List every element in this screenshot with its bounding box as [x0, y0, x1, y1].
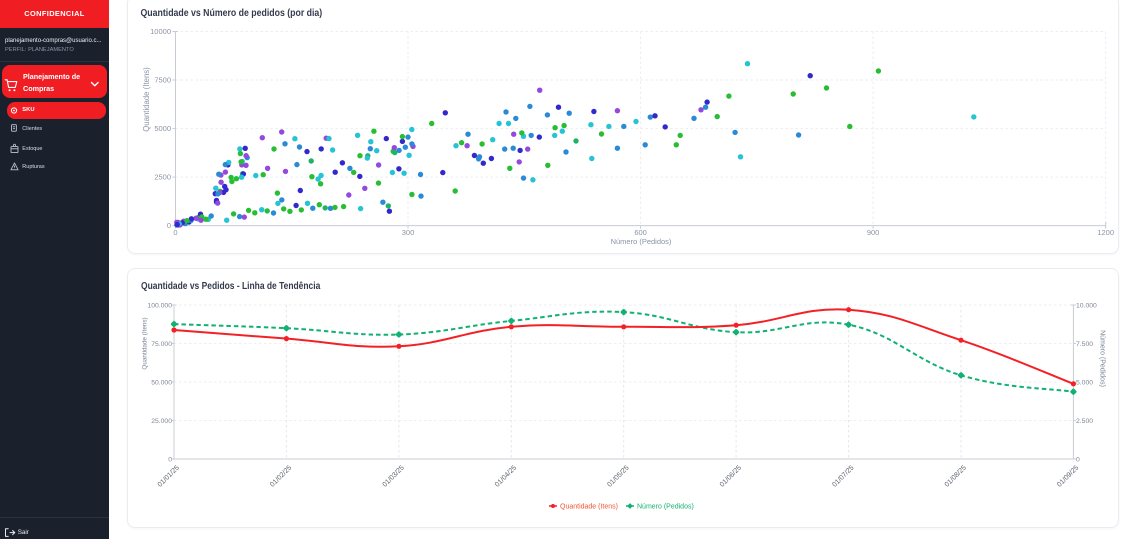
svg-text:300: 300: [402, 228, 415, 237]
svg-text:2.500: 2.500: [1076, 418, 1093, 425]
svg-text:0: 0: [1076, 456, 1080, 463]
svg-text:5.000: 5.000: [1076, 379, 1093, 386]
svg-text:Número (Pedidos): Número (Pedidos): [1099, 330, 1106, 387]
svg-text:01/07/25: 01/07/25: [831, 464, 855, 488]
svg-text:01/05/25: 01/05/25: [606, 464, 630, 488]
svg-text:01/06/25: 01/06/25: [719, 464, 743, 488]
svg-text:1200: 1200: [1097, 228, 1114, 237]
svg-text:01/08/25: 01/08/25: [944, 464, 968, 488]
svg-text:Quantidade (Itens): Quantidade (Itens): [560, 504, 618, 511]
svg-text:01/01/25: 01/01/25: [157, 464, 181, 488]
svg-text:600: 600: [634, 228, 647, 237]
svg-text:Quantidade (Itens): Quantidade (Itens): [142, 67, 151, 132]
svg-text:7500: 7500: [154, 76, 171, 85]
svg-text:01/09/25: 01/09/25: [1056, 464, 1080, 488]
svg-text:Quantidade vs Número de pedido: Quantidade vs Número de pedidos (por dia…: [141, 8, 323, 20]
svg-text:01/04/25: 01/04/25: [494, 464, 518, 488]
svg-text:Número (Pedidos): Número (Pedidos): [611, 237, 672, 246]
svg-text:01/02/25: 01/02/25: [269, 464, 293, 488]
svg-text:5000: 5000: [154, 124, 171, 133]
svg-text:900: 900: [867, 228, 880, 237]
svg-text:0: 0: [173, 228, 177, 237]
svg-text:50.000: 50.000: [151, 379, 172, 386]
svg-text:2500: 2500: [154, 173, 171, 182]
svg-text:0: 0: [167, 221, 171, 230]
svg-text:25.000: 25.000: [151, 418, 172, 425]
svg-text:10.000: 10.000: [1076, 302, 1097, 309]
svg-text:0: 0: [168, 456, 172, 463]
svg-text:Número (Pedidos): Número (Pedidos): [637, 504, 694, 511]
svg-text:Quantidade vs Pedidos - Linha: Quantidade vs Pedidos - Linha de Tendênc…: [141, 280, 321, 291]
svg-text:75.000: 75.000: [151, 341, 172, 348]
svg-text:10000: 10000: [150, 27, 171, 36]
svg-text:Quantidade (Itens): Quantidade (Itens): [142, 317, 149, 369]
svg-text:100.000: 100.000: [147, 302, 172, 309]
svg-text:7.500: 7.500: [1076, 341, 1093, 348]
svg-text:01/03/25: 01/03/25: [382, 464, 406, 488]
